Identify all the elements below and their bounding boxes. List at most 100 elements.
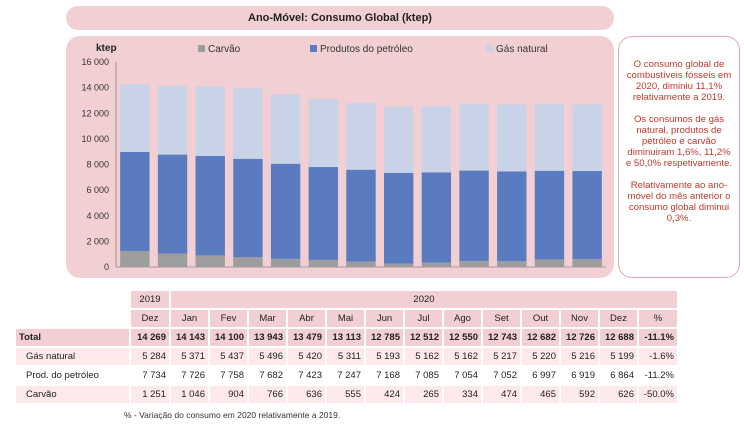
bar-segment <box>497 171 527 262</box>
bar-segment <box>270 258 301 267</box>
table-cell: 13 943 <box>249 329 286 346</box>
table-row: Total 14 269 14 143 14 100 13 943 13 479 13 11… <box>16 329 677 346</box>
table-cell: 555 <box>327 386 364 403</box>
table-cell: 5 371 <box>171 348 208 365</box>
y-tick-label: 10 000 <box>81 134 109 144</box>
table-cell: 12 550 <box>444 329 481 346</box>
y-axis-unit: ktep <box>96 43 117 54</box>
year-header: 2020 <box>171 291 677 308</box>
table-cell: -11.1% <box>639 329 677 346</box>
table-cell: 465 <box>522 386 559 403</box>
column-header: % <box>639 310 677 327</box>
bar-segment <box>459 103 489 171</box>
table-cell: 5 437 <box>210 348 247 365</box>
table-cell: 5 284 <box>131 348 169 365</box>
table-row: Prod. do petróleo 7 734 7 726 7 758 7 682 7 4… <box>16 367 677 384</box>
table-cell: 6 997 <box>522 367 559 384</box>
bar-segment <box>421 262 452 267</box>
bar-segment <box>120 84 150 152</box>
bar-segment <box>233 88 263 159</box>
legend-label: Produtos do petróleo <box>320 44 413 55</box>
table-cell: 7 054 <box>444 367 481 384</box>
table-cell: 12 785 <box>366 329 403 346</box>
table-cell: 12 512 <box>405 329 442 346</box>
bar-segment <box>233 257 263 267</box>
table-cell: 592 <box>561 386 598 403</box>
note-2: Os consumos de gás natural, produtos de … <box>625 114 733 169</box>
bar-segment <box>308 259 339 267</box>
table-cell: 5 193 <box>366 348 403 365</box>
column-header: Nov <box>561 310 598 327</box>
bar-segment <box>157 154 188 254</box>
table-cell: 636 <box>288 386 325 403</box>
bar-segment <box>233 158 263 258</box>
table-cell: 12 743 <box>483 329 520 346</box>
table-cell: 5 220 <box>522 348 559 365</box>
table-cell: 7 247 <box>327 367 364 384</box>
y-tick-label: 2 000 <box>86 236 109 246</box>
commentary-box: O consumo global de combustíveis fósseis… <box>618 36 740 278</box>
table-cell: 1 046 <box>171 386 208 403</box>
table-cell: 424 <box>366 386 403 403</box>
bar-segment <box>534 103 565 171</box>
table-cell: 7 758 <box>210 367 247 384</box>
table-cell: 904 <box>210 386 247 403</box>
row-label: Total <box>16 329 129 346</box>
legend-swatch <box>486 45 493 52</box>
column-header: Jun <box>366 310 403 327</box>
bar-segment <box>120 250 150 267</box>
blank-cell <box>16 310 129 327</box>
table-cell: 5 199 <box>600 348 637 365</box>
y-tick-label: 12 000 <box>81 108 109 118</box>
table-cell: -1.6% <box>639 348 677 365</box>
bar-segment <box>421 172 452 263</box>
bar-segment <box>157 253 188 267</box>
bar-segment <box>120 151 150 251</box>
table-cell: 14 143 <box>171 329 208 346</box>
table-cell: 7 052 <box>483 367 520 384</box>
table-cell: 12 688 <box>600 329 637 346</box>
table-cell: 474 <box>483 386 520 403</box>
legend-label: Gás natural <box>496 44 548 55</box>
table-cell: 7 168 <box>366 367 403 384</box>
y-tick-label: 14 000 <box>81 83 109 93</box>
y-tick-label: 16 000 <box>81 57 109 67</box>
y-tick-label: 6 000 <box>86 185 109 195</box>
row-label: Gás natural <box>16 348 129 365</box>
bar-segment <box>195 86 225 157</box>
bar-segment <box>459 260 489 267</box>
chart-title: Ano-Móvel: Consumo Global (ktep) <box>66 6 614 30</box>
column-header: Jul <box>405 310 442 327</box>
data-table: 2019 2020 Dez Jan Fev Mar Abr Mai Jun Jul Ago Set Ou… <box>14 289 679 405</box>
table-cell: 1 251 <box>131 386 169 403</box>
table-cell: 265 <box>405 386 442 403</box>
table-cell: 12 726 <box>561 329 598 346</box>
bar-segment <box>459 170 489 261</box>
bar-segment <box>572 171 602 259</box>
bar-segment <box>534 259 565 267</box>
legend-label: Carvão <box>208 44 241 55</box>
table-cell: 14 269 <box>131 329 169 346</box>
table-cell: 5 216 <box>561 348 598 365</box>
bar-segment <box>534 170 565 260</box>
table-cell: 334 <box>444 386 481 403</box>
column-header: Ago <box>444 310 481 327</box>
legend-swatch <box>310 45 317 52</box>
table-cell: -11.2% <box>639 367 677 384</box>
table-cell: 5 496 <box>249 348 286 365</box>
table-cell: 6 864 <box>600 367 637 384</box>
table-cell: 5 162 <box>444 348 481 365</box>
table-cell: 5 162 <box>405 348 442 365</box>
row-label: Prod. do petróleo <box>16 367 129 384</box>
blank-cell <box>16 291 129 308</box>
footnote: % - Variação do consumo em 2020 relativa… <box>124 410 341 420</box>
table-cell: 7 423 <box>288 367 325 384</box>
table-cell: 13 479 <box>288 329 325 346</box>
table-cell: 5 217 <box>483 348 520 365</box>
bar-segment <box>195 255 225 267</box>
table-cell: -50.0% <box>639 386 677 403</box>
table-cell: 7 734 <box>131 367 169 384</box>
stacked-bar-chart: 0 2 000 4 000 6 000 8 000 10 000 12 000 14 000 1… <box>81 43 606 272</box>
note-3: Relativamente ao ano-móvel do mês anteri… <box>627 180 731 224</box>
table-cell: 7 682 <box>249 367 286 384</box>
